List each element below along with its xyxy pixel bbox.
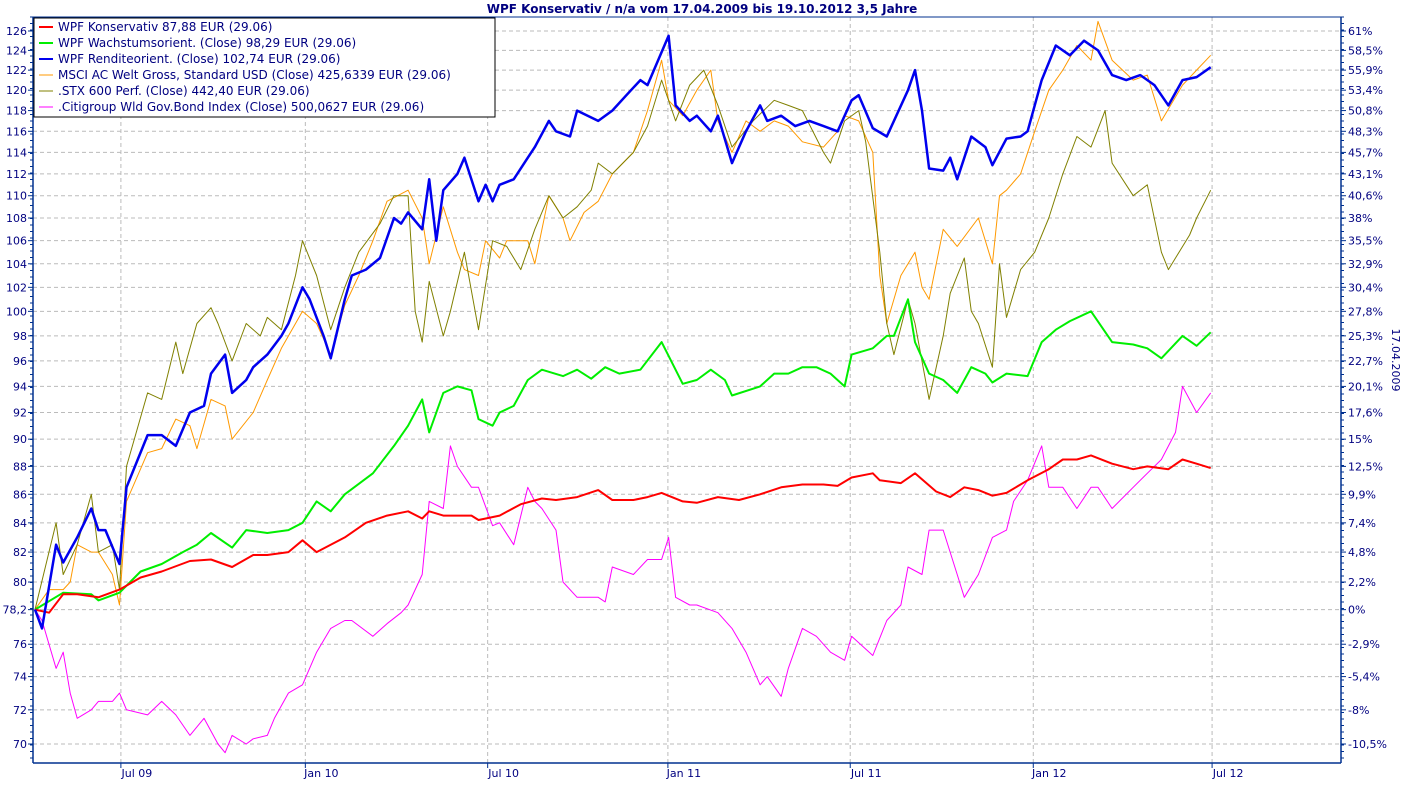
series-line-citigroup-ff00ff <box>34 385 1212 754</box>
y-tick-label-right: 58,5% <box>1348 44 1383 57</box>
x-tick-label: Jul 09 <box>121 767 153 780</box>
y-tick-label-left: 78,2 <box>3 604 28 617</box>
legend-box <box>33 17 496 118</box>
x-tick-label: Jul 12 <box>1212 767 1244 780</box>
y-tick-label-right: 50,8% <box>1348 105 1383 118</box>
x-tick-label: Jan 12 <box>1031 767 1066 780</box>
y-tick-label-right: 48,3% <box>1348 125 1383 138</box>
y-tick-label-left: 72 <box>13 704 27 717</box>
y-tick-label-right: 38% <box>1348 212 1372 225</box>
right-axis-label: 17.04.2009 <box>1389 329 1402 392</box>
grid <box>33 17 1341 763</box>
y-tick-label-left: 76 <box>13 638 27 651</box>
y-tick-label-left: 112 <box>6 168 27 181</box>
x-tick-label: Jul 10 <box>487 767 519 780</box>
y-tick-label-right: 61% <box>1348 25 1372 38</box>
y-tick-label-right: 0% <box>1348 604 1365 617</box>
legend-label: .Citigroup Wld Gov.Bond Index (Close) 50… <box>58 100 424 114</box>
y-tick-label-right: 55,9% <box>1348 64 1383 77</box>
y-tick-label-left: 86 <box>13 488 27 501</box>
y-tick-label-left: 102 <box>6 281 27 294</box>
y-tick-label-left: 100 <box>6 305 27 318</box>
series-line-wpf-ff0000 <box>34 454 1211 614</box>
y-tick-label-left: 98 <box>13 330 27 343</box>
y-tick-label-left: 108 <box>6 212 27 225</box>
x-tick-label: Jan 10 <box>303 767 338 780</box>
y-tick-label-right: 20,1% <box>1348 380 1383 393</box>
legend-label: .STX 600 Perf. (Close) 442,40 EUR (29.06… <box>58 84 310 98</box>
y-tick-label-left: 80 <box>13 576 27 589</box>
y-tick-label-right: 40,6% <box>1348 190 1383 203</box>
legend-label: WPF Renditeorient. (Close) 102,74 EUR (2… <box>58 52 340 66</box>
y-tick-label-left: 92 <box>13 406 27 419</box>
legend-label: WPF Wachstumsorient. (Close) 98,29 EUR (… <box>58 36 356 50</box>
y-tick-label-right: 32,9% <box>1348 258 1383 271</box>
y-tick-label-right: 43,1% <box>1348 168 1383 181</box>
y-tick-label-right: 45,7% <box>1348 146 1383 159</box>
series-line-wpf-00ee00 <box>34 298 1212 611</box>
y-tick-label-right: 7,4% <box>1348 517 1376 530</box>
y-tick-label-left: 104 <box>6 258 27 271</box>
y-tick-label-right: 2,2% <box>1348 576 1376 589</box>
y-tick-label-right: -10,5% <box>1348 738 1387 751</box>
y-tick-label-right: 17,6% <box>1348 406 1383 419</box>
y-tick-label-right: 9,9% <box>1348 488 1376 501</box>
legend-label: WPF Konservativ 87,88 EUR (29.06) <box>58 20 272 34</box>
y-tick-label-right: 27,8% <box>1348 305 1383 318</box>
y-tick-label-right: -8% <box>1348 704 1369 717</box>
y-tick-label-left: 124 <box>6 44 27 57</box>
y-tick-label-left: 70 <box>13 738 27 751</box>
y-tick-label-right: 35,5% <box>1348 235 1383 248</box>
chart-title: WPF Konservativ / n/a vom 17.04.2009 bis… <box>487 2 918 16</box>
y-tick-label-right: 22,7% <box>1348 355 1383 368</box>
y-tick-label-left: 126 <box>6 25 27 38</box>
y-tick-label-right: 4,8% <box>1348 546 1376 559</box>
y-tick-label-left: 118 <box>6 105 27 118</box>
y-tick-label-left: 88 <box>13 460 27 473</box>
legend: WPF Konservativ 87,88 EUR (29.06) WPF Wac… <box>33 17 496 118</box>
y-tick-label-left: 84 <box>13 517 27 530</box>
series-lines <box>33 20 1212 754</box>
legend-label: MSCI AC Welt Gross, Standard USD (Close)… <box>58 68 451 82</box>
x-tick-label: Jul 11 <box>850 767 882 780</box>
y-tick-label-left: 114 <box>6 146 27 159</box>
y-tick-label-left: 90 <box>13 433 27 446</box>
y-tick-label-right: 25,3% <box>1348 330 1383 343</box>
y-tick-label-left: 94 <box>13 380 27 393</box>
y-tick-label-right: 30,4% <box>1348 281 1383 294</box>
y-tick-label-left: 82 <box>13 546 27 559</box>
y-tick-label-right: 15% <box>1348 433 1372 446</box>
x-tick-label: Jan 11 <box>666 767 701 780</box>
y-tick-label-left: 120 <box>6 84 27 97</box>
y-tick-label-right: 53,4% <box>1348 84 1383 97</box>
y-tick-label-left: 96 <box>13 355 27 368</box>
series-line-wpf-0000ee <box>33 34 1212 630</box>
y-tick-label-right: 12,5% <box>1348 460 1383 473</box>
y-tick-label-left: 110 <box>6 190 27 203</box>
y-tick-label-right: -2,9% <box>1348 638 1380 651</box>
y-tick-label-right: -5,4% <box>1348 671 1380 684</box>
y-tick-label-left: 74 <box>13 671 27 684</box>
y-tick-label-left: 106 <box>6 235 27 248</box>
y-tick-label-left: 116 <box>6 125 27 138</box>
series-line-stx-808000 <box>34 69 1212 610</box>
axes: 126 61% 124 58,5% 122 55,9% 120 53,4% 118 50,8% 11… <box>3 16 1387 780</box>
y-tick-label-left: 122 <box>6 64 27 77</box>
